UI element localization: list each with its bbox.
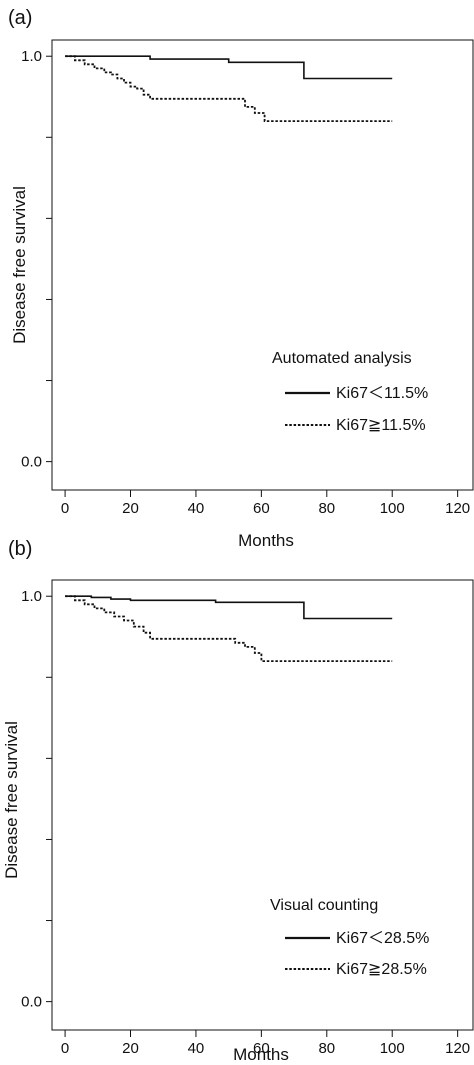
x-tick-label: 100	[380, 500, 405, 517]
legend-entry: Ki67＜28.5%	[336, 930, 429, 947]
x-tick-label: 20	[122, 1040, 139, 1057]
x-tick-label: 60	[253, 1040, 270, 1057]
plot-frame	[51, 39, 474, 491]
y-axis-label: Disease free survival	[2, 721, 21, 879]
x-tick-label: 40	[188, 1040, 205, 1057]
legend-title: Visual counting	[270, 897, 378, 914]
legend-entry: Ki67≧28.5%	[336, 961, 427, 978]
panel-label: (a)	[8, 7, 32, 29]
x-tick-label: 100	[380, 1040, 405, 1057]
legend-title: Automated analysis	[272, 350, 412, 367]
panel-label: (b)	[8, 538, 32, 560]
x-axis-label: Months	[238, 531, 294, 550]
x-tick-label: 20	[122, 500, 139, 517]
series-line-high	[65, 55, 393, 122]
y-axis-label: Disease free survival	[10, 186, 29, 344]
x-tick-label: 40	[188, 500, 205, 517]
x-tick-label: 120	[445, 500, 470, 517]
chart-panel-a: (a) 0 20 40 60 80 100 120 0.0 1.0 Months Disease fr…	[8, 7, 474, 550]
y-tick-label: 0.0	[21, 454, 42, 471]
x-tick-label: 60	[253, 500, 270, 517]
legend: Automated analysis Ki67＜11.5% Ki67≧11.5%	[272, 350, 428, 434]
chart-panel-b: (b) 0 20 40 60 80 100 120 0.0 1.0 Months Disease fr…	[2, 538, 474, 1064]
series-line-low	[65, 595, 393, 620]
x-tick-label: 80	[318, 500, 335, 517]
x-axis-label: Months	[233, 1045, 289, 1064]
legend-entry: Ki67≧11.5%	[336, 417, 426, 434]
y-tick-label: 1.0	[21, 588, 42, 605]
x-tick-label: 0	[61, 500, 69, 517]
legend-entry: Ki67＜11.5%	[336, 385, 428, 402]
x-tick-label: 0	[61, 1040, 69, 1057]
legend: Visual counting Ki67＜28.5% Ki67≧28.5%	[270, 897, 429, 978]
plot-frame	[51, 579, 474, 1031]
y-tick-label: 0.0	[21, 994, 42, 1011]
series-line-high	[65, 595, 393, 662]
x-tick-label: 120	[445, 1040, 470, 1057]
x-tick-label: 80	[318, 1040, 335, 1057]
series-line-low	[65, 55, 393, 80]
y-tick-label: 1.0	[21, 48, 42, 65]
